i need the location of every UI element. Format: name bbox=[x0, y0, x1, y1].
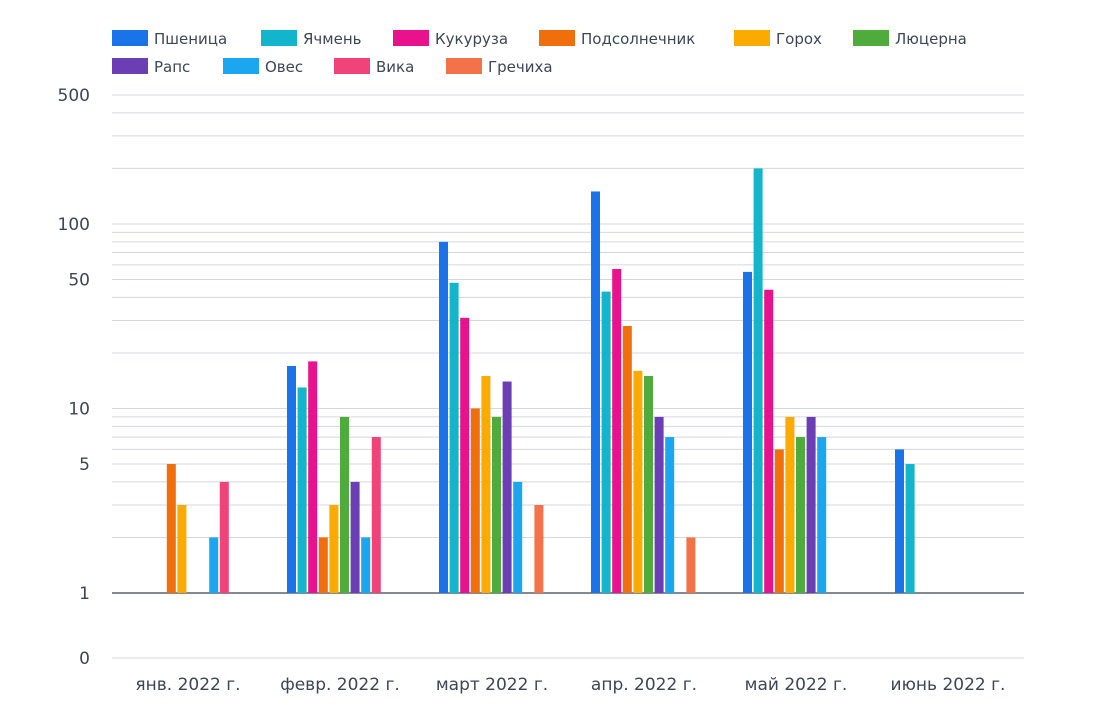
bar bbox=[470, 408, 480, 593]
x-axis: янв. 2022 г. февр. 2022 г. март 2022 г. апр… bbox=[135, 675, 1005, 695]
legend-label: Горох bbox=[776, 30, 822, 48]
y-tick-label: 10 bbox=[68, 399, 90, 419]
legend-item[interactable]: Кукуруза bbox=[393, 30, 508, 48]
bar bbox=[601, 291, 611, 593]
legend-swatch bbox=[734, 30, 770, 46]
bar bbox=[177, 504, 187, 593]
legend-swatch bbox=[539, 30, 575, 46]
x-tick-label: март 2022 г. bbox=[436, 675, 548, 695]
bar bbox=[350, 481, 360, 593]
legend-item[interactable]: Вика bbox=[334, 58, 414, 76]
legend-item[interactable]: Гречиха bbox=[446, 58, 553, 76]
legend-swatch bbox=[334, 58, 370, 74]
y-tick-label: 1 bbox=[79, 584, 90, 604]
legend-label: Кукуруза bbox=[435, 30, 508, 48]
legend-item[interactable]: Подсолнечник bbox=[539, 30, 695, 48]
bar bbox=[318, 537, 328, 593]
bar bbox=[481, 375, 491, 593]
bar bbox=[534, 504, 544, 593]
bar bbox=[654, 416, 664, 593]
bar bbox=[219, 481, 229, 593]
y-tick-label: 5 bbox=[79, 455, 90, 475]
bar bbox=[439, 241, 448, 593]
bar bbox=[622, 325, 632, 593]
bar bbox=[665, 437, 675, 593]
bar bbox=[612, 269, 622, 593]
legend-swatch bbox=[112, 30, 148, 46]
legend-swatch bbox=[393, 30, 429, 46]
legend-label: Овес bbox=[265, 58, 303, 76]
bar bbox=[361, 537, 371, 593]
legend-label: Люцерна bbox=[895, 30, 967, 48]
bar bbox=[209, 537, 219, 593]
legend-swatch bbox=[223, 58, 259, 74]
legend-swatch bbox=[112, 58, 148, 74]
bar bbox=[329, 504, 339, 593]
bar bbox=[633, 370, 643, 593]
y-axis: 0 1 5 10 50 100 500 bbox=[58, 86, 90, 669]
legend-swatch bbox=[446, 58, 482, 74]
grid bbox=[112, 94, 1024, 659]
x-tick-label: апр. 2022 г. bbox=[591, 675, 697, 695]
legend-item[interactable]: Пшеница bbox=[112, 30, 227, 48]
y-tick-label: 100 bbox=[58, 215, 90, 235]
bar bbox=[166, 464, 176, 593]
bars bbox=[166, 168, 915, 593]
bar bbox=[591, 191, 600, 593]
x-tick-label: май 2022 г. bbox=[745, 675, 848, 695]
bar bbox=[753, 168, 763, 593]
y-tick-label: 500 bbox=[58, 86, 90, 106]
legend-label: Пшеница bbox=[154, 30, 227, 48]
x-tick-label: янв. 2022 г. bbox=[135, 675, 240, 695]
bar bbox=[806, 416, 816, 593]
bar bbox=[905, 464, 915, 593]
bar bbox=[764, 289, 774, 593]
bar bbox=[513, 481, 523, 593]
legend-item[interactable]: Люцерна bbox=[853, 30, 967, 48]
bar bbox=[817, 437, 827, 593]
legend-item[interactable]: Горох bbox=[734, 30, 822, 48]
legend-swatch bbox=[261, 30, 297, 46]
bar bbox=[774, 449, 784, 593]
bar bbox=[785, 416, 795, 593]
bar bbox=[371, 437, 381, 593]
legend-item[interactable]: Овес bbox=[223, 58, 303, 76]
bar bbox=[796, 437, 805, 593]
bar bbox=[644, 375, 653, 593]
x-tick-label: июнь 2022 г. bbox=[891, 675, 1006, 695]
bar bbox=[297, 387, 307, 593]
legend-item[interactable]: Ячмень bbox=[261, 30, 361, 48]
legend-label: Подсолнечник bbox=[581, 30, 695, 48]
legend-label: Вика bbox=[376, 58, 414, 76]
bar bbox=[492, 416, 501, 593]
legend-item[interactable]: Рапс bbox=[112, 58, 190, 76]
bar bbox=[449, 282, 459, 593]
x-tick-label: февр. 2022 г. bbox=[280, 675, 400, 695]
legend-label: Гречиха bbox=[488, 58, 553, 76]
legend-label: Рапс bbox=[154, 58, 190, 76]
bar bbox=[686, 537, 696, 593]
legend: Пшеница Ячмень Кукуруза Подсолнечник Горох Лю… bbox=[112, 30, 967, 76]
bar bbox=[895, 449, 904, 593]
y-tick-label: 50 bbox=[68, 271, 90, 291]
bar bbox=[308, 361, 318, 593]
y-tick-label: 0 bbox=[79, 649, 90, 669]
bar bbox=[460, 317, 470, 593]
legend-label: Ячмень bbox=[303, 30, 361, 48]
bar bbox=[287, 365, 296, 593]
legend-swatch bbox=[853, 30, 889, 46]
bar bbox=[340, 416, 349, 593]
bar bbox=[502, 381, 512, 593]
bar bbox=[743, 271, 752, 593]
